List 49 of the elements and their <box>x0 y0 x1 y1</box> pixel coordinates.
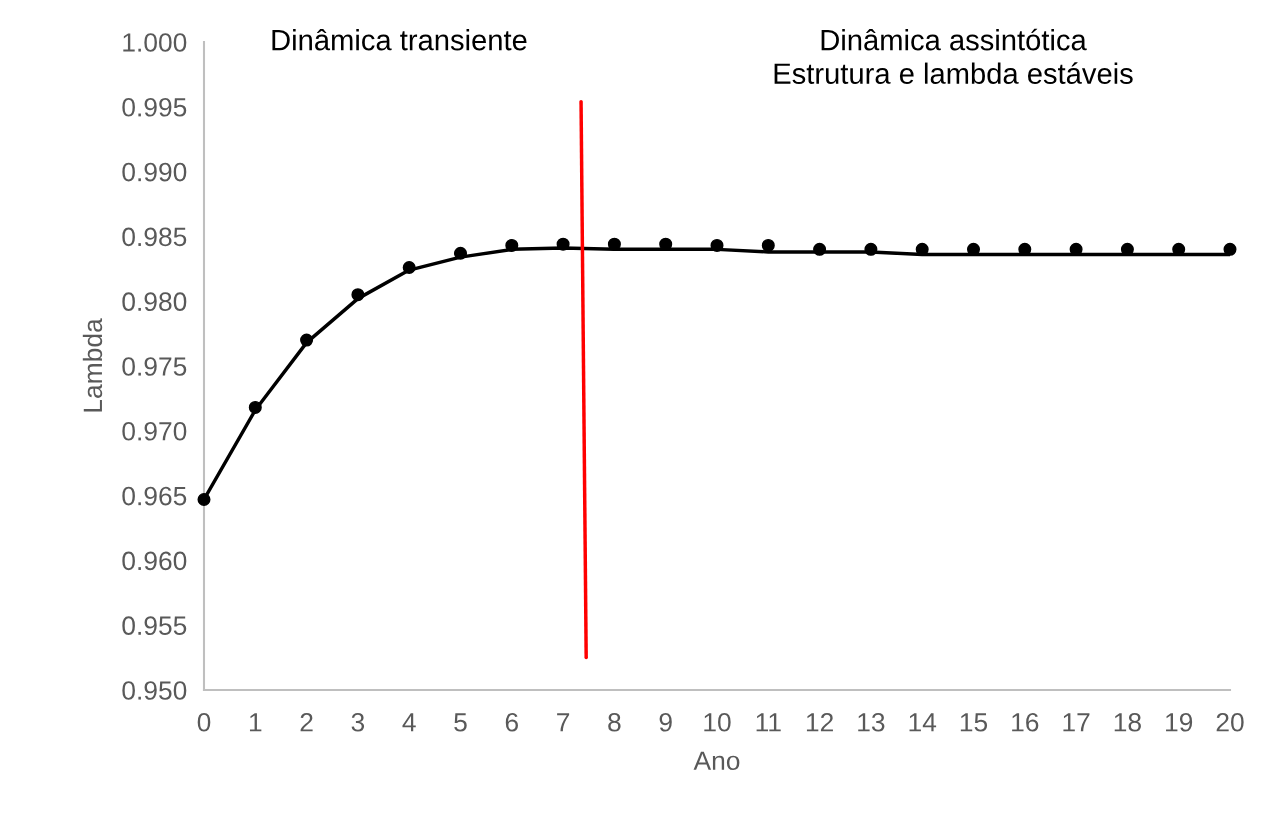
x-tick-label: 18 <box>1114 712 1141 732</box>
x-tick-label: 4 <box>402 713 416 732</box>
x-tick-label: 0 <box>197 712 211 732</box>
x-tick-label: 11 <box>756 713 781 732</box>
point <box>813 242 827 256</box>
point <box>1223 242 1237 256</box>
x-tick-label: 16 <box>1012 712 1039 732</box>
point <box>710 238 724 252</box>
point <box>351 288 365 302</box>
x-tick-label: 12 <box>806 712 833 732</box>
x-tick-label: 9 <box>659 712 672 732</box>
x-tick-label: 14 <box>909 713 937 732</box>
x-tick-label: 6 <box>505 712 518 732</box>
point <box>453 246 468 260</box>
y-tick-label: 0.950 <box>122 681 187 700</box>
y-tick-label: 0.990 <box>122 162 187 182</box>
point <box>402 260 416 275</box>
y-tick-label: 0.960 <box>122 551 187 571</box>
x-tick-label: 13 <box>858 712 885 732</box>
x-tick-label: 7 <box>557 713 570 732</box>
y-tick-label: 0.995 <box>122 97 187 117</box>
point <box>761 238 775 252</box>
y-tick-label: 0.970 <box>122 421 187 441</box>
y-tick-label: 0.980 <box>122 292 187 312</box>
x-tick-label: 2 <box>300 712 313 732</box>
point <box>864 242 878 256</box>
x-tick-label: 15 <box>960 713 988 732</box>
x-tick-label: 5 <box>454 713 467 732</box>
point <box>556 237 570 251</box>
x-tick-label: 8 <box>608 712 621 732</box>
y-tick-label: 0.975 <box>122 357 187 376</box>
x-axis-title: Ano <box>693 751 740 771</box>
annotation: Dinâmica assintótica Estrutura e lambda estáveis <box>774 28 1133 84</box>
y-axis-title: Lambda <box>82 318 103 412</box>
x-tick-label: 1 <box>249 713 262 732</box>
annotation: Dinâmica transiente <box>272 28 527 51</box>
x-tick-label: 10 <box>704 712 731 732</box>
y-tick-label: 0.965 <box>122 486 187 506</box>
y-tick-label: 0.985 <box>122 227 187 247</box>
point <box>300 333 314 347</box>
point <box>248 400 262 414</box>
x-tick-label: 3 <box>351 712 365 732</box>
x-tick-label: 19 <box>1166 712 1193 732</box>
point <box>197 492 211 506</box>
point <box>505 238 519 252</box>
x-tick-label: 17 <box>1063 713 1090 732</box>
y-tick-label: 1.000 <box>123 33 187 52</box>
x-tick-label: 20 <box>1216 712 1244 732</box>
y-tick-label: 0.955 <box>122 616 187 636</box>
